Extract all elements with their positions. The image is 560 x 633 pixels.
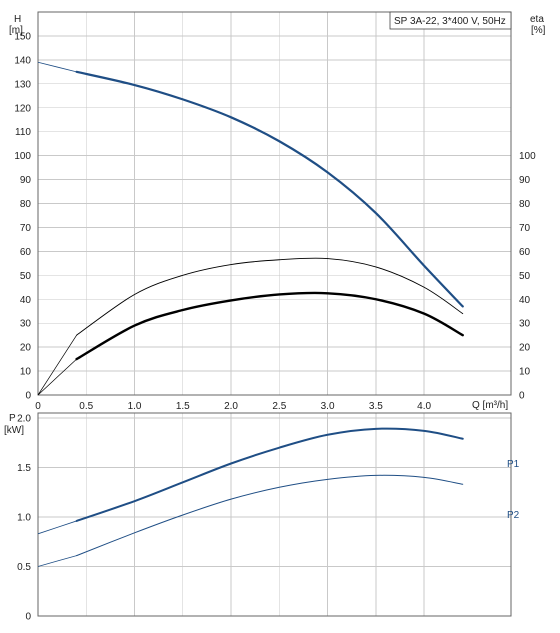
y-tick-label-right: 100 — [519, 151, 536, 162]
y-tick-label-left: 120 — [14, 103, 31, 114]
y-tick-label-right: 30 — [519, 319, 531, 330]
power-tick-label: 2.0 — [17, 413, 31, 424]
x-tick-label: 0.5 — [79, 401, 93, 412]
chart-title-box — [389, 11, 512, 30]
y-tick-label-right: 70 — [519, 223, 531, 234]
x-tick-label: 3.0 — [321, 401, 335, 412]
y-tick-label-left: 150 — [14, 31, 31, 42]
y-axis-label-left: H — [14, 14, 21, 25]
series-eta_thin-extension — [37, 334, 77, 396]
legend-p2: P2 — [507, 510, 520, 521]
top-series — [37, 61, 464, 396]
y-axis-unit-left: [m] — [9, 25, 23, 36]
bottom-series — [37, 427, 464, 567]
y-tick-label-left: 130 — [14, 79, 31, 90]
series-P1-extension — [37, 520, 77, 535]
power-axis-label: P — [9, 413, 16, 424]
power-axis-unit: [kW] — [4, 425, 24, 436]
y-tick-label-left: 140 — [14, 55, 31, 66]
power-panel: 0 0.5 1.0 1.5 2.0 P [kW] P1 P2 — [4, 412, 520, 623]
series-P2-extension — [37, 555, 77, 567]
power-tick-label: 0.5 — [17, 562, 31, 573]
power-tick-label: 1.0 — [17, 512, 31, 523]
y-tick-label-left: 90 — [20, 175, 32, 186]
power-tick-label: 1.5 — [17, 463, 31, 474]
power-tick-label: 0 — [25, 612, 31, 623]
y-tick-label-right: 50 — [519, 271, 531, 282]
head-efficiency-panel: 0 0.5 1.0 1.5 2.0 2.5 3.0 3.5 4.0 0 10 20 30 40 50 60 7… — [9, 11, 546, 412]
y-tick-label-left: 110 — [15, 127, 31, 138]
top-plot-frame — [37, 11, 512, 396]
y-tick-label-left: 50 — [20, 271, 32, 282]
top-x-ticks: 0 0.5 1.0 1.5 2.0 2.5 3.0 3.5 4.0 — [35, 401, 431, 412]
y-tick-label-right: 80 — [519, 199, 531, 210]
top-y-ticks-right: 0 10 20 30 40 50 60 70 80 90 100 — [519, 151, 536, 401]
y-tick-label-left: 60 — [20, 247, 32, 258]
y-tick-label-right: 20 — [519, 343, 531, 354]
series-eta_thin-line — [76, 257, 464, 336]
x-tick-label: 1.0 — [128, 401, 142, 412]
y-tick-label-right: 60 — [519, 247, 531, 258]
series-P2-line — [76, 474, 464, 557]
x-tick-label: 0 — [35, 401, 41, 412]
bottom-grid — [38, 413, 511, 616]
top-y-ticks-left: 0 10 20 30 40 50 60 70 80 90 100 110 120 130 140 150 — [14, 31, 31, 401]
y-tick-label-left: 40 — [20, 295, 32, 306]
y-tick-label-left: 70 — [20, 223, 32, 234]
series-P1-line — [75, 427, 464, 522]
y-axis-unit-right: [%] — [531, 25, 546, 36]
legend-p1: P1 — [507, 459, 520, 470]
series-eta_thick-extension — [37, 358, 77, 396]
x-tick-label: 2.5 — [272, 401, 286, 412]
top-grid — [38, 12, 511, 395]
y-tick-label-left: 10 — [20, 367, 32, 378]
chart-title: SP 3A-22, 3*400 V, 50Hz — [394, 16, 506, 27]
y-axis-label-right: eta — [530, 14, 544, 25]
x-tick-label: 3.5 — [369, 401, 383, 412]
y-tick-label-left: 80 — [20, 199, 32, 210]
bottom-plot-frame — [37, 412, 512, 617]
bottom-y-ticks: 0 0.5 1.0 1.5 2.0 — [17, 413, 31, 622]
y-tick-label-left: 30 — [20, 319, 32, 330]
y-tick-label-left: 20 — [20, 343, 32, 354]
y-tick-label-right: 90 — [519, 175, 531, 186]
x-tick-label: 4.0 — [417, 401, 431, 412]
y-tick-label-left: 100 — [14, 151, 31, 162]
series-eta_thick-line — [75, 291, 464, 361]
x-tick-label: 2.0 — [224, 401, 238, 412]
series-head-line — [75, 70, 464, 308]
series-head-extension — [37, 61, 77, 73]
x-tick-label: 1.5 — [176, 401, 190, 412]
y-tick-label-right: 40 — [519, 295, 531, 306]
y-tick-label-left: 0 — [25, 391, 31, 402]
y-tick-label-right: 10 — [519, 367, 531, 378]
x-axis-label: Q [m³/h] — [472, 400, 508, 411]
y-tick-label-right: 0 — [519, 391, 525, 402]
